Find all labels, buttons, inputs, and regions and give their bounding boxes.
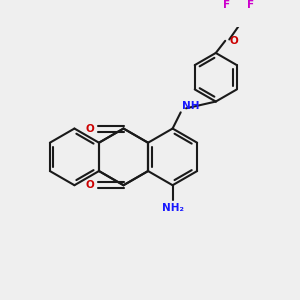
- Text: NH₂: NH₂: [162, 203, 184, 213]
- Text: NH: NH: [182, 101, 200, 111]
- Text: F: F: [223, 0, 230, 10]
- Text: F: F: [247, 0, 254, 10]
- Text: O: O: [85, 124, 94, 134]
- Text: O: O: [85, 180, 94, 190]
- Text: O: O: [229, 36, 238, 46]
